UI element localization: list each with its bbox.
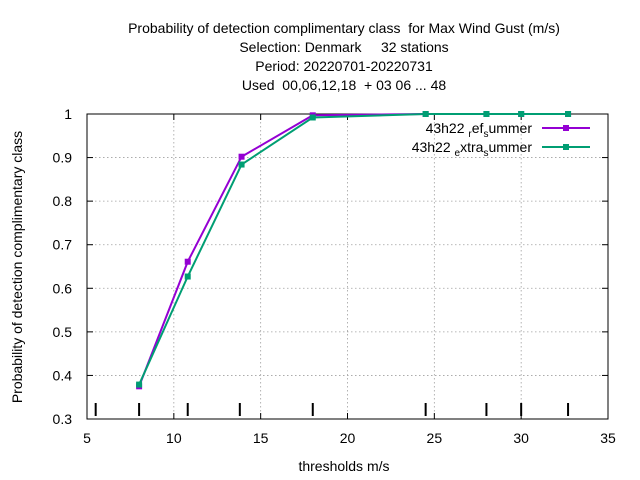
series-layer bbox=[136, 111, 572, 390]
x-axis-label: thresholds m/s bbox=[298, 458, 389, 474]
y-tick-label: 1 bbox=[64, 106, 72, 122]
series-line bbox=[138, 113, 569, 385]
grid bbox=[87, 114, 608, 419]
legend-swatch-marker bbox=[563, 144, 569, 150]
data-point bbox=[565, 111, 572, 117]
y-tick-label: 0.3 bbox=[53, 411, 73, 427]
y-tick-label: 0.8 bbox=[53, 193, 73, 209]
data-point bbox=[136, 381, 143, 388]
x-tick-label: 35 bbox=[600, 430, 616, 446]
y-axis: 0.3 0.4 0.5 0.6 0.7 0.8 0.9 1 bbox=[53, 106, 608, 427]
x-tick-label: 30 bbox=[513, 430, 529, 446]
chart-title-line: Period: 20220701-20220731 bbox=[255, 58, 433, 74]
series-43h22_extra_summer bbox=[136, 111, 572, 388]
legend-label: 43h22 extrasummer bbox=[412, 139, 533, 159]
x-tick-label: 25 bbox=[427, 430, 443, 446]
y-tick-label: 0.9 bbox=[53, 150, 73, 166]
x-tick-label: 15 bbox=[253, 430, 269, 446]
x-axis: 5 10 15 20 25 30 35 bbox=[83, 114, 616, 446]
threshold-markers bbox=[94, 403, 570, 416]
data-point bbox=[518, 111, 525, 117]
chart-title-block: Probability of detection complimentary c… bbox=[128, 20, 560, 93]
y-axis-label: Probability of detection complimentary c… bbox=[9, 131, 25, 403]
data-point bbox=[184, 273, 191, 280]
y-tick-label: 0.5 bbox=[53, 324, 73, 340]
x-tick-label: 20 bbox=[340, 430, 356, 446]
chart-title-line: Probability of detection complimentary c… bbox=[128, 20, 560, 36]
data-point bbox=[184, 258, 191, 265]
legend-label: 43h22 refsummer bbox=[426, 120, 533, 140]
chart-title-line: Selection: Denmark 32 stations bbox=[239, 39, 448, 55]
legend-swatch-marker bbox=[563, 125, 569, 131]
chart-title-line: Used 00,06,12,18 + 03 06 ... 48 bbox=[242, 77, 447, 93]
data-point bbox=[422, 111, 429, 117]
data-point bbox=[238, 161, 245, 168]
data-point bbox=[309, 114, 316, 121]
x-tick-label: 5 bbox=[83, 430, 91, 446]
data-point bbox=[238, 153, 245, 160]
y-tick-label: 0.4 bbox=[53, 367, 73, 383]
y-tick-label: 0.6 bbox=[53, 280, 73, 296]
x-tick-label: 10 bbox=[166, 430, 182, 446]
y-tick-label: 0.7 bbox=[53, 237, 73, 253]
data-point bbox=[483, 111, 490, 117]
